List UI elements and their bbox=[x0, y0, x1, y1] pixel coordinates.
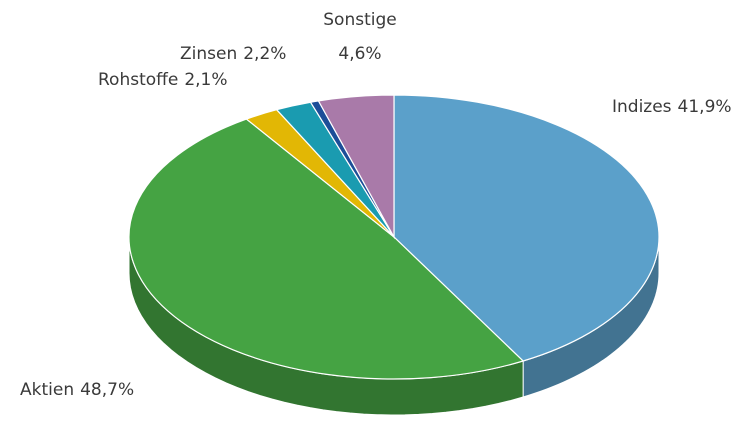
value-label: 41,9% bbox=[678, 97, 732, 117]
slice-label-group: Zinsen 2,2% bbox=[180, 44, 286, 64]
value-label: 2,2% bbox=[243, 44, 286, 64]
slice bbox=[317, 94, 395, 240]
slice-label: Indizes bbox=[612, 97, 672, 117]
value-label: 2,1% bbox=[184, 70, 227, 90]
slice-label: Zinsen bbox=[180, 44, 237, 64]
slice-label: Sonstige bbox=[323, 10, 396, 30]
slice bbox=[128, 118, 525, 380]
slice-label-group: Indizes 41,9% bbox=[612, 97, 732, 117]
slice bbox=[393, 94, 660, 362]
slice-label-group: Aktien 48,7% bbox=[20, 380, 134, 400]
slice-label: Rohstoffe bbox=[98, 70, 178, 90]
value-label: 4,6% bbox=[338, 44, 381, 64]
slice-label: Aktien bbox=[20, 380, 74, 400]
value-label: 48,7% bbox=[80, 380, 134, 400]
slice-label-group: Rohstoffe 2,1% bbox=[98, 70, 228, 90]
